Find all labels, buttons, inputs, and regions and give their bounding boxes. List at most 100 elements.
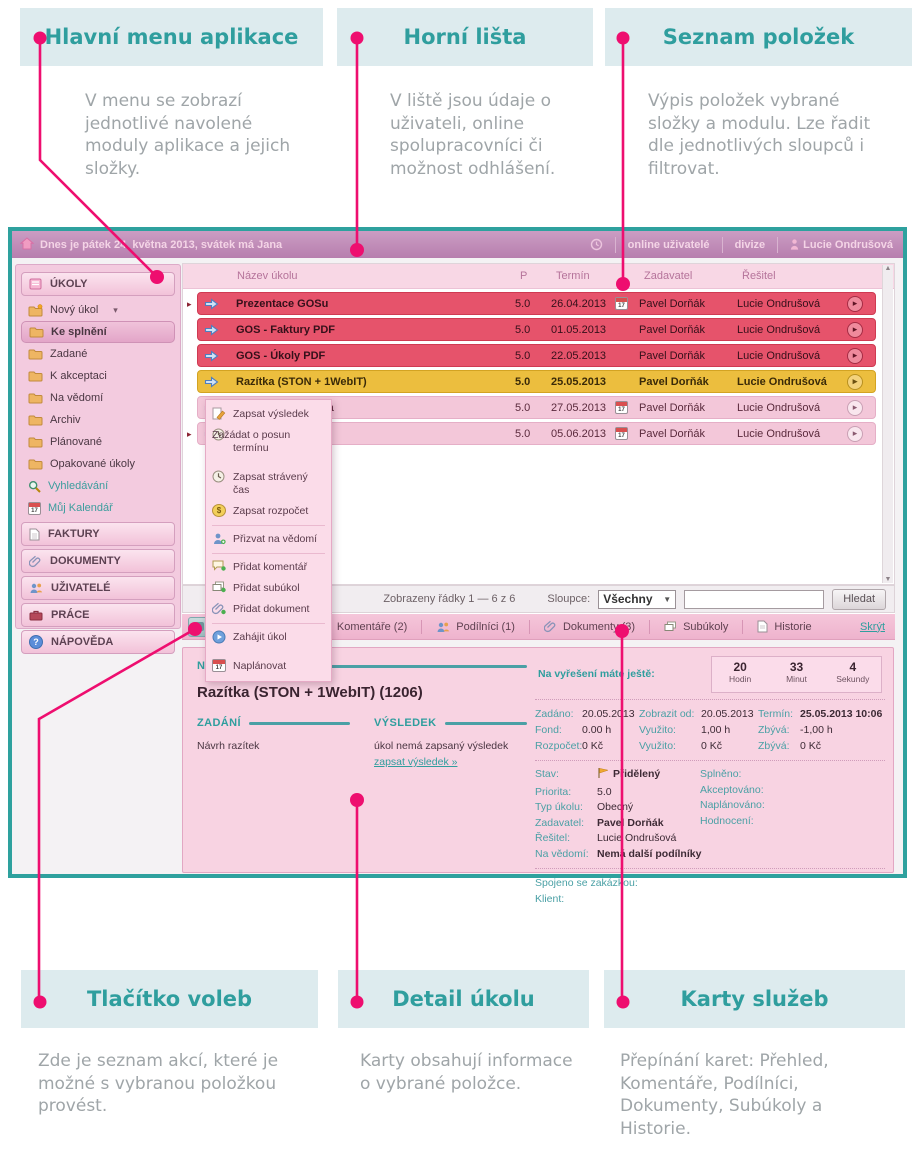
task-priority: 5.0 bbox=[515, 375, 531, 388]
sidebar-folder-archiv[interactable]: Archiv bbox=[21, 409, 175, 431]
sidebar-folder-k-akceptaci[interactable]: K akceptaci bbox=[21, 365, 175, 387]
sidebar-module-dokumenty[interactable]: DOKUMENTY bbox=[21, 549, 175, 573]
sidebar-folder-ke-splneni[interactable]: Ke splnění bbox=[21, 321, 175, 343]
division-link[interactable]: divize bbox=[734, 238, 766, 251]
dotted-divider bbox=[535, 760, 885, 761]
table-row-selected[interactable]: Razítka (STON + 1WebIT) 5.0 25.05.2013 P… bbox=[197, 370, 876, 393]
tab-subukoly[interactable]: Subúkoly bbox=[650, 614, 742, 639]
sidebar-module-uzivatele[interactable]: UŽIVATELÉ bbox=[21, 576, 175, 600]
field-value: 25.05.2013 10:06 bbox=[800, 708, 883, 720]
menu-item-pridat-dokument[interactable]: Přidat dokument bbox=[206, 599, 331, 620]
sidebar-module-tasks[interactable]: ÚKOLY bbox=[21, 272, 175, 296]
sidebar-item-my-calendar[interactable]: Můj Kalendář bbox=[21, 497, 175, 519]
menu-item-zahajit-ukol[interactable]: Zahájit úkol bbox=[206, 627, 331, 648]
field-label: Na vědomí: bbox=[535, 847, 589, 860]
clock-icon bbox=[212, 470, 226, 483]
annotation-title: Detail úkolu bbox=[392, 987, 535, 1011]
task-assigner: Pavel Dorňák bbox=[639, 427, 706, 440]
row-detail-button[interactable]: ▸ bbox=[847, 373, 863, 390]
tab-dokumenty[interactable]: Dokumenty (3) bbox=[530, 614, 649, 639]
tab-podilnici[interactable]: Podílníci (1) bbox=[422, 614, 529, 639]
expand-arrow-icon[interactable]: ▸ bbox=[187, 429, 192, 439]
sidebar-item-search[interactable]: Vyhledávání bbox=[21, 475, 175, 497]
annotation-box-main-menu: Hlavní menu aplikace bbox=[20, 8, 323, 66]
detail-extra-block: Spojeno se zakázkou: Klient: bbox=[535, 875, 885, 907]
sidebar-folder-planovane[interactable]: Plánované bbox=[21, 431, 175, 453]
menu-item-label: Naplánovat bbox=[233, 660, 287, 672]
current-user-link[interactable]: Lucie Ondrušová bbox=[790, 239, 893, 251]
context-menu: Zapsat výsledek Zažádat o posun termínu … bbox=[205, 399, 332, 682]
row-detail-button[interactable]: ▸ bbox=[847, 347, 863, 364]
task-solver: Lucie Ondrušová bbox=[737, 297, 821, 310]
menu-item-zazadat-o-posun[interactable]: Zažádat o posun termínu bbox=[206, 425, 331, 459]
columns-select[interactable]: Všechny ▼ bbox=[598, 589, 677, 609]
calendar-icon[interactable] bbox=[615, 297, 628, 310]
clock-icon[interactable] bbox=[590, 238, 603, 251]
dotted-divider bbox=[535, 699, 885, 700]
sidebar-folder-label: Archiv bbox=[50, 414, 81, 426]
row-detail-button[interactable]: ▸ bbox=[847, 425, 863, 442]
tab-historie[interactable]: Historie bbox=[743, 614, 825, 639]
table-row[interactable]: GOS - Úkoly PDF 5.0 22.05.2013 Pavel Dor… bbox=[197, 344, 876, 367]
folder-icon bbox=[28, 414, 43, 426]
menu-item-zapsat-rozpocet[interactable]: $ Zapsat rozpočet bbox=[206, 501, 331, 522]
menu-item-pridat-subukol[interactable]: Přidat subúkol bbox=[206, 578, 331, 599]
scroll-down-icon[interactable]: ▼ bbox=[884, 576, 892, 583]
hide-link[interactable]: Skrýt bbox=[859, 620, 885, 633]
dotted-divider bbox=[535, 868, 885, 869]
menu-item-label: Přizvat na vědomí bbox=[233, 533, 318, 545]
scroll-up-icon[interactable]: ▲ bbox=[884, 265, 892, 272]
vertical-scrollbar[interactable]: ▲ ▼ bbox=[882, 265, 893, 583]
calendar-icon[interactable] bbox=[615, 427, 628, 440]
field-label: Splněno: bbox=[700, 768, 742, 780]
menu-item-prizvat-na-vedomi[interactable]: Přizvat na vědomí bbox=[206, 529, 331, 550]
filter-input[interactable] bbox=[684, 589, 825, 609]
table-row[interactable]: ▸ Prezentace GOSu 5.0 26.04.2013 Pavel D… bbox=[187, 292, 876, 315]
sidebar-folder-na-vedomi[interactable]: Na vědomí bbox=[21, 387, 175, 409]
task-solver: Lucie Ondrušová bbox=[737, 401, 821, 414]
sidebar-folder-opakovane-ukoly[interactable]: Opakované úkoly bbox=[21, 453, 175, 475]
menu-item-zapsat-vysledek[interactable]: Zapsat výsledek bbox=[206, 404, 331, 425]
calendar-icon[interactable] bbox=[615, 401, 628, 414]
field-label: Zbývá: bbox=[758, 724, 790, 736]
sidebar-module-prace[interactable]: PRÁCE bbox=[21, 603, 175, 627]
menu-item-zapsat-straveny-cas[interactable]: Zapsat strávený čas bbox=[206, 467, 331, 501]
sidebar-module-napoveda[interactable]: ? NÁPOVĚDA bbox=[21, 630, 175, 654]
field-value: Lucie Ondrušová bbox=[597, 832, 677, 844]
column-header-solver[interactable]: Řešitel bbox=[742, 270, 776, 282]
annotation-desc-main-menu: V menu se zobrazí jednotlivé navolené mo… bbox=[85, 91, 291, 179]
column-header-assigner[interactable]: Zadavatel bbox=[644, 270, 693, 282]
table-row[interactable]: ▸ Redesign GOSu 5.0 05.06.2013 Pavel Dor… bbox=[187, 422, 876, 445]
flag-icon bbox=[597, 767, 610, 785]
column-header-priority[interactable]: P bbox=[520, 270, 528, 282]
detail-hours-row: Fond: 0.00 h Využito: 1,00 h Zbývá: -1,0… bbox=[535, 722, 885, 738]
expand-arrow-icon[interactable]: ▸ bbox=[187, 299, 192, 309]
column-header-name[interactable]: Název úkolu bbox=[237, 270, 298, 282]
annotation-title: Karty služeb bbox=[680, 987, 829, 1011]
add-comment-icon bbox=[212, 560, 226, 572]
row-detail-button[interactable]: ▸ bbox=[847, 295, 863, 312]
field-value: 0.00 h bbox=[582, 724, 612, 736]
table-row[interactable]: GOS - Faktury PDF 5.0 01.05.2013 Pavel D… bbox=[197, 318, 876, 341]
annotation-desc-service-tabs: Přepínání karet: Přehled, Komentáře, Pod… bbox=[620, 1051, 829, 1139]
write-result-link[interactable]: zapsat výsledek » bbox=[374, 756, 458, 768]
task-name: Razítka (STON + 1WebIT) bbox=[236, 375, 367, 388]
task-name: Prezentace GOSu bbox=[236, 297, 329, 310]
row-detail-button[interactable]: ▸ bbox=[847, 399, 863, 416]
field-value: Přidělený bbox=[613, 768, 661, 780]
menu-item-naplanovat[interactable]: Naplánovat bbox=[206, 656, 331, 677]
sidebar-module-faktury[interactable]: FAKTURY bbox=[21, 522, 175, 546]
paperclip-icon bbox=[543, 620, 557, 633]
topbar-divider bbox=[721, 236, 723, 253]
row-detail-button[interactable]: ▸ bbox=[847, 321, 863, 338]
task-arrow-icon bbox=[204, 349, 236, 362]
sidebar-item-new-task[interactable]: Nový úkol ▾ bbox=[21, 299, 175, 321]
search-button[interactable]: Hledat bbox=[832, 588, 886, 610]
sidebar-folder-zadane[interactable]: Zadané bbox=[21, 343, 175, 365]
field-label: Akceptováno: bbox=[700, 783, 764, 796]
home-icon[interactable] bbox=[19, 237, 35, 250]
column-header-due[interactable]: Termín bbox=[556, 270, 590, 282]
menu-item-pridat-komentar[interactable]: Přidat komentář bbox=[206, 557, 331, 578]
online-users-link[interactable]: online uživatelé bbox=[627, 238, 710, 251]
sidebar-item-label: Můj Kalendář bbox=[48, 502, 113, 514]
